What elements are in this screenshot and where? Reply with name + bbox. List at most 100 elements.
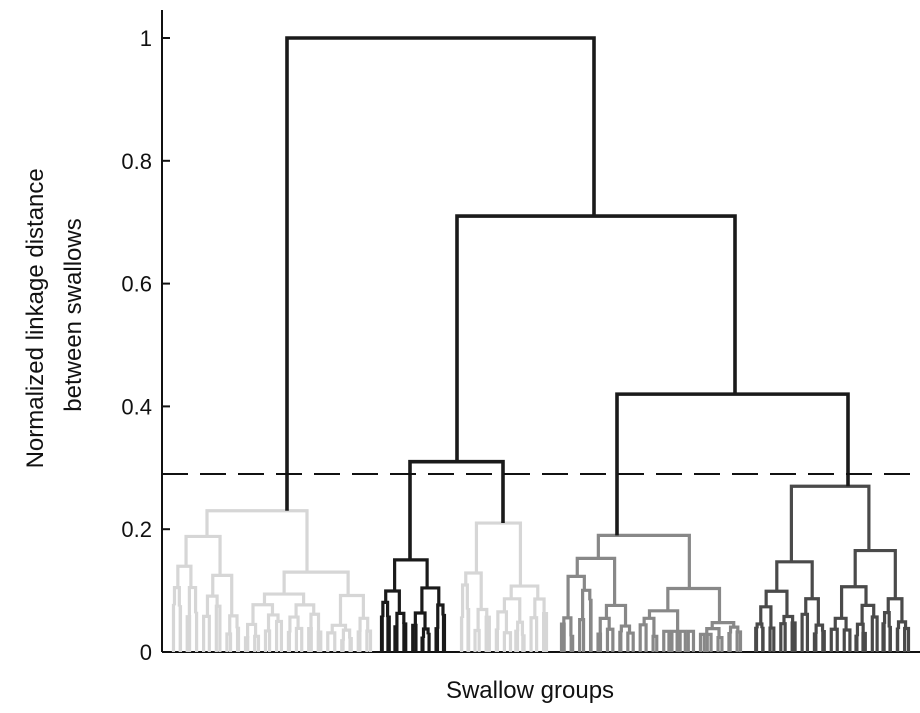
y-tick-label: 0.2	[121, 517, 152, 542]
merge-link	[533, 597, 546, 618]
merge-link	[187, 585, 198, 617]
merge-link	[581, 588, 592, 620]
merge-link	[460, 583, 469, 618]
leaf-link	[529, 616, 539, 652]
merge-link	[205, 594, 219, 617]
merge-link	[245, 622, 258, 638]
leaf-link	[243, 636, 250, 652]
y-axis-title-line-2: between swallows	[60, 218, 87, 411]
leaf-link	[790, 621, 797, 652]
top-links	[285, 36, 850, 560]
merge-link	[516, 620, 525, 636]
leaf-link	[294, 626, 304, 652]
leaf-link	[596, 632, 603, 652]
merge-link	[596, 533, 691, 589]
leaf-link	[340, 639, 345, 652]
merge-link	[341, 628, 352, 641]
merge-link	[381, 600, 390, 618]
merge-link	[855, 622, 865, 637]
leaf-link	[854, 634, 859, 652]
top-merge-link	[408, 459, 505, 560]
leaf-link	[821, 630, 826, 652]
merge-link	[176, 564, 193, 588]
leaf-link	[578, 618, 586, 652]
merge-link	[228, 614, 239, 634]
leaf-link	[670, 629, 679, 652]
merge-link	[330, 623, 348, 633]
merge-link	[282, 570, 350, 596]
merge-link	[562, 616, 573, 637]
merge-link	[755, 622, 764, 629]
merge-link	[833, 616, 848, 631]
leaf-link	[768, 626, 776, 652]
leaf-link	[605, 627, 615, 652]
leaf-link	[861, 631, 867, 652]
leaf-link	[235, 626, 241, 652]
merge-link	[814, 623, 825, 634]
leaf-link	[754, 626, 759, 652]
leaf-link	[842, 628, 852, 652]
leaf-link	[678, 629, 687, 652]
y-axis-title-line-1: Normalized linkage distance	[22, 168, 49, 468]
leaf-link	[420, 636, 425, 652]
merge-link	[647, 609, 680, 632]
merge-link	[789, 484, 871, 562]
leaf-link	[881, 622, 886, 652]
merge-link	[728, 625, 740, 634]
leaf-link	[286, 630, 292, 652]
leaf-link	[698, 632, 706, 652]
cluster-3	[459, 521, 549, 652]
leaf-link	[779, 622, 787, 652]
top-merge-link	[455, 214, 737, 462]
merge-link	[384, 589, 401, 614]
leaf-link	[253, 634, 261, 652]
leaf-link	[402, 622, 408, 652]
leaf-link	[185, 615, 192, 652]
merge-link	[598, 616, 611, 635]
merge-link	[184, 534, 222, 576]
leaf-link	[307, 627, 313, 652]
merge-link	[393, 558, 429, 591]
leaf-link	[274, 619, 284, 652]
merge-link	[853, 548, 897, 599]
leaf-link	[348, 637, 353, 652]
merge-link	[666, 586, 722, 623]
leaf-link	[393, 625, 399, 652]
merge-link	[882, 611, 891, 628]
leaf-link	[441, 613, 447, 652]
clusters	[171, 484, 911, 652]
leaf-link	[626, 631, 635, 652]
leaf-link	[569, 634, 575, 652]
cluster-1	[171, 509, 373, 652]
leaf-link	[716, 635, 724, 652]
merge-link	[764, 589, 789, 617]
merge-link	[886, 597, 904, 622]
merge-link	[420, 586, 441, 614]
leaf-link	[466, 607, 471, 652]
top-merge-link	[615, 392, 850, 536]
leaf-link	[705, 632, 713, 652]
leaf-link	[473, 628, 481, 652]
y-tick-label: 1	[140, 26, 152, 51]
leaf-link	[356, 630, 362, 652]
leaf-link	[727, 631, 732, 652]
leaf-link	[521, 634, 526, 652]
leaf-link	[800, 612, 810, 652]
leaf-link	[386, 615, 391, 652]
y-tick-label: 0.6	[121, 272, 152, 297]
merge-link	[619, 624, 632, 634]
merge-link	[251, 603, 275, 625]
leaf-link	[214, 604, 222, 652]
leaf-link	[829, 627, 839, 652]
merge-link	[309, 612, 321, 633]
leaf-link	[316, 630, 323, 652]
merge-link	[288, 615, 300, 633]
y-axis-title: Normalized linkage distance between swal…	[22, 162, 87, 469]
leaf-link	[638, 623, 648, 652]
merge-link	[358, 616, 370, 632]
leaf-link	[411, 623, 418, 652]
leaf-link	[870, 615, 879, 652]
merge-link	[474, 521, 523, 587]
merge-link	[502, 597, 522, 623]
